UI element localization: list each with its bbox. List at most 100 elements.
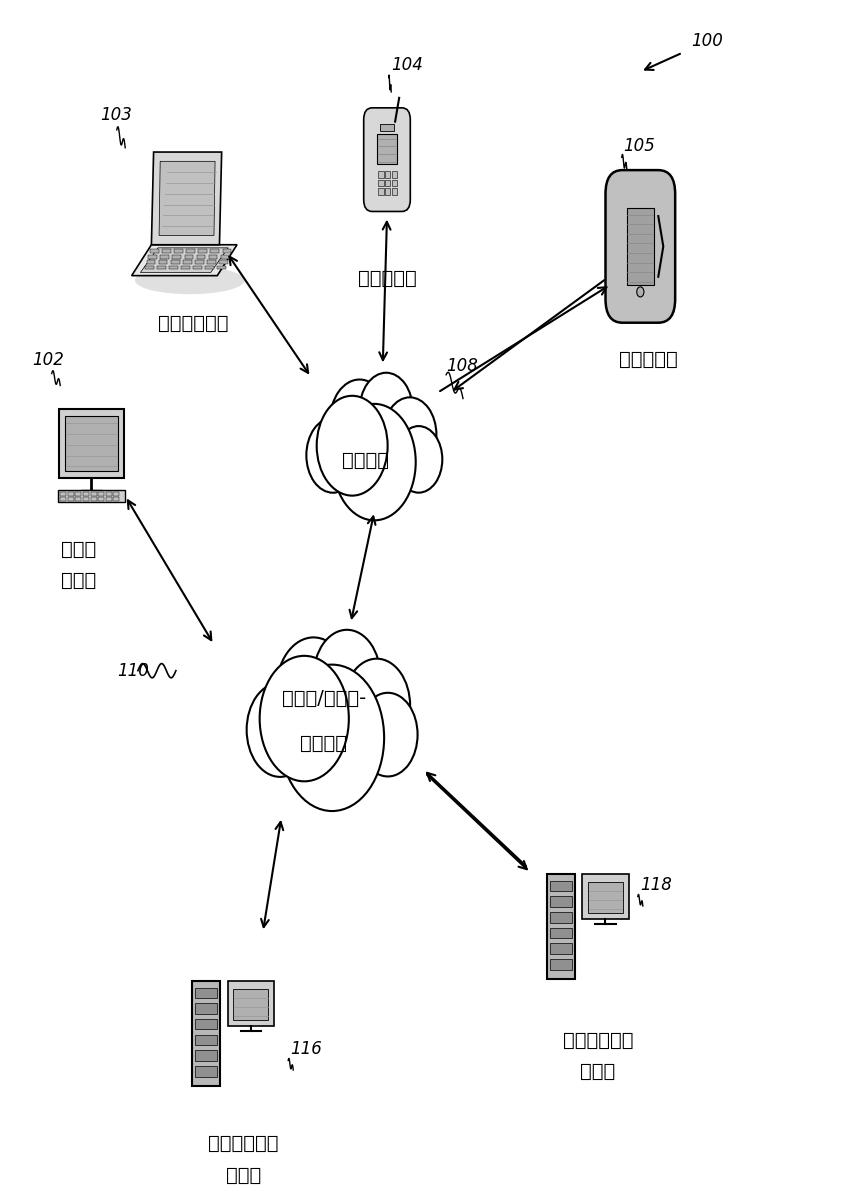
- Bar: [60, 492, 66, 496]
- Text: 计算机: 计算机: [581, 1061, 615, 1081]
- Bar: [161, 254, 169, 259]
- Bar: [99, 497, 104, 500]
- Bar: [550, 943, 572, 954]
- Bar: [380, 123, 394, 131]
- Bar: [221, 254, 230, 259]
- Bar: [181, 265, 190, 270]
- Bar: [159, 260, 167, 264]
- Bar: [113, 497, 119, 500]
- Bar: [195, 1066, 218, 1077]
- Bar: [550, 928, 572, 938]
- Bar: [162, 250, 171, 253]
- Bar: [195, 1018, 218, 1029]
- Bar: [550, 959, 572, 970]
- Circle shape: [395, 426, 442, 493]
- Bar: [82, 490, 102, 497]
- Circle shape: [306, 418, 360, 493]
- Text: 膝上型计算机: 膝上型计算机: [157, 314, 228, 333]
- Bar: [228, 981, 274, 1026]
- Bar: [157, 265, 166, 270]
- Circle shape: [314, 629, 381, 724]
- Bar: [58, 490, 125, 501]
- Text: 计算机: 计算机: [226, 1167, 261, 1186]
- Text: 100: 100: [691, 32, 722, 50]
- Bar: [378, 171, 383, 178]
- Circle shape: [280, 665, 384, 811]
- Bar: [144, 265, 154, 270]
- Bar: [196, 254, 206, 259]
- Bar: [219, 260, 228, 264]
- Bar: [184, 254, 193, 259]
- Text: （网络）: （网络）: [300, 733, 347, 752]
- Bar: [233, 989, 269, 1021]
- Circle shape: [306, 418, 360, 493]
- Bar: [146, 260, 156, 264]
- Bar: [385, 189, 390, 195]
- Circle shape: [246, 683, 314, 777]
- Bar: [218, 265, 226, 270]
- Circle shape: [330, 380, 389, 463]
- Bar: [195, 987, 218, 998]
- Bar: [392, 189, 397, 195]
- Bar: [174, 250, 183, 253]
- Circle shape: [314, 629, 381, 724]
- Bar: [65, 417, 117, 470]
- Ellipse shape: [370, 195, 404, 204]
- Circle shape: [246, 683, 314, 777]
- Bar: [169, 265, 178, 270]
- Bar: [582, 874, 629, 918]
- Text: 118: 118: [640, 876, 672, 894]
- Circle shape: [333, 404, 416, 521]
- Text: 数据源服务器: 数据源服务器: [563, 1030, 633, 1050]
- Bar: [550, 881, 572, 891]
- Text: 可视化服务器: 可视化服务器: [208, 1134, 279, 1153]
- Bar: [60, 410, 123, 478]
- Text: 无线网络: 无线网络: [343, 451, 389, 469]
- Bar: [91, 492, 97, 496]
- Text: 116: 116: [290, 1040, 322, 1058]
- Bar: [392, 179, 397, 186]
- Bar: [68, 492, 74, 496]
- Bar: [207, 260, 216, 264]
- Bar: [60, 497, 66, 500]
- Text: 102: 102: [32, 351, 65, 369]
- FancyBboxPatch shape: [605, 170, 675, 322]
- Bar: [626, 208, 654, 285]
- Polygon shape: [151, 152, 222, 245]
- Text: 104: 104: [391, 56, 423, 74]
- Ellipse shape: [135, 266, 245, 294]
- Text: 客户端: 客户端: [61, 540, 96, 559]
- Bar: [195, 260, 204, 264]
- Circle shape: [333, 404, 416, 521]
- Bar: [68, 497, 74, 500]
- Bar: [195, 1003, 218, 1014]
- Text: 移动计算机: 移动计算机: [358, 269, 416, 288]
- Bar: [198, 250, 207, 253]
- Polygon shape: [132, 245, 237, 276]
- Circle shape: [259, 656, 348, 781]
- Circle shape: [358, 693, 417, 776]
- Bar: [377, 134, 397, 165]
- Circle shape: [360, 373, 413, 448]
- Bar: [385, 171, 390, 178]
- Bar: [113, 492, 119, 496]
- Bar: [209, 254, 218, 259]
- Bar: [183, 260, 191, 264]
- Bar: [550, 912, 572, 923]
- Bar: [186, 250, 196, 253]
- Circle shape: [395, 426, 442, 493]
- Text: 平板计算机: 平板计算机: [620, 350, 678, 369]
- Text: 105: 105: [623, 137, 655, 155]
- Circle shape: [383, 398, 436, 472]
- FancyBboxPatch shape: [364, 107, 411, 211]
- Bar: [105, 497, 111, 500]
- Bar: [550, 897, 572, 906]
- Bar: [195, 1035, 218, 1045]
- Bar: [195, 1051, 218, 1060]
- Circle shape: [358, 693, 417, 776]
- Circle shape: [343, 659, 411, 752]
- Bar: [547, 874, 575, 979]
- Circle shape: [317, 395, 388, 496]
- Bar: [149, 254, 157, 259]
- Bar: [205, 265, 214, 270]
